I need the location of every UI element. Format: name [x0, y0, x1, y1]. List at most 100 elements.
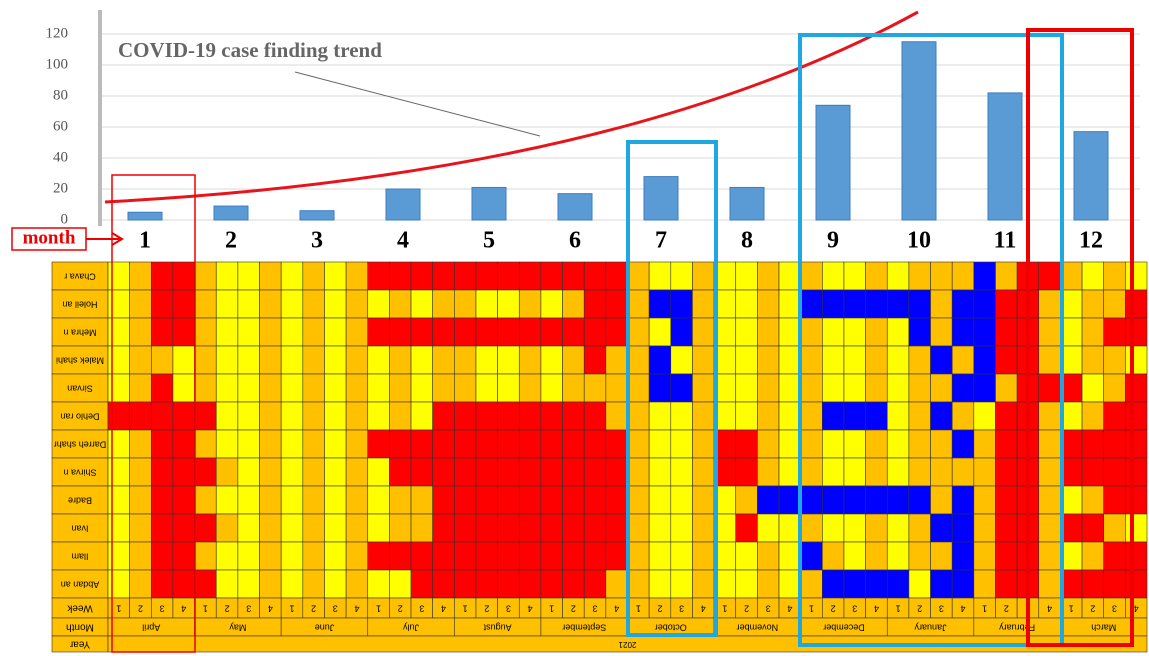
week-label: 2 — [398, 604, 403, 614]
heat-cell — [1081, 401, 1105, 431]
x-axis-label: month — [23, 227, 76, 248]
heat-cell — [800, 289, 823, 319]
y-tick-label: 20 — [53, 180, 68, 196]
heat-cell — [583, 485, 607, 515]
heat-cell — [973, 289, 996, 319]
heat-cell — [822, 457, 845, 487]
heat-cell — [562, 541, 585, 571]
heat-cell — [843, 429, 866, 459]
y-tick-label: 100 — [46, 56, 69, 72]
heat-cell — [410, 401, 433, 431]
heat-cell — [1038, 289, 1061, 319]
heat-cell — [843, 569, 866, 599]
heat-cell — [345, 373, 369, 403]
heat-cell — [908, 485, 931, 515]
heat-cell — [237, 373, 260, 403]
heat-cell — [389, 457, 412, 487]
heat-cell — [129, 541, 152, 571]
month-label: February — [999, 623, 1036, 633]
red-box — [1026, 28, 1134, 647]
heat-cell — [670, 317, 693, 347]
heat-cell — [692, 541, 715, 571]
week-label: 1 — [463, 604, 468, 614]
heat-cell — [497, 401, 520, 431]
heat-cell — [865, 261, 888, 291]
heat-cell — [735, 569, 758, 599]
heat-cell — [995, 429, 1018, 459]
heat-cell — [475, 317, 498, 347]
heat-cell — [107, 541, 130, 571]
heat-cell — [648, 345, 672, 375]
heat-cell — [692, 457, 715, 487]
arrow — [86, 232, 124, 246]
month-label: June — [315, 623, 335, 633]
bar — [213, 205, 249, 221]
heat-cell — [302, 457, 325, 487]
heat-cell — [540, 289, 563, 319]
heat-cell — [648, 429, 672, 459]
heat-cell — [908, 541, 931, 571]
week-label: 1 — [982, 604, 987, 614]
week-label: 3 — [593, 604, 598, 614]
heat-cell — [1081, 261, 1105, 291]
heat-cell — [475, 261, 498, 291]
heat-cell — [194, 401, 217, 431]
heat-cell — [973, 373, 996, 403]
heat-cell — [1038, 541, 1061, 571]
heat-cell — [778, 541, 801, 571]
heat-cell — [757, 289, 780, 319]
heat-cell — [280, 317, 304, 347]
heat-cell — [215, 373, 239, 403]
heat-cell — [540, 485, 563, 515]
heat-cell — [843, 261, 866, 291]
row-label: Dehlo ran — [60, 412, 99, 422]
heat-cell — [778, 401, 801, 431]
week-label: 1 — [376, 604, 381, 614]
heat-cell — [518, 569, 542, 599]
week-label: 1 — [896, 604, 901, 614]
week-label: 4 — [528, 604, 533, 614]
heat-cell — [930, 289, 953, 319]
heat-cell — [215, 289, 239, 319]
heat-cell — [951, 345, 975, 375]
heat-cell — [497, 345, 520, 375]
heat-cell — [800, 457, 823, 487]
heat-cell — [150, 541, 174, 571]
heat-cell — [692, 485, 715, 515]
heat-cell — [432, 569, 455, 599]
heat-cell — [107, 513, 130, 543]
heat-cell — [973, 317, 996, 347]
heat-cell — [389, 401, 412, 431]
heat-cell — [107, 289, 130, 319]
heat-cell — [778, 429, 801, 459]
heat-cell — [497, 373, 520, 403]
heat-cell — [951, 513, 975, 543]
heat-cell — [172, 569, 195, 599]
heat-cell — [648, 457, 672, 487]
heat-cell — [129, 261, 152, 291]
heat-cell — [627, 457, 650, 487]
week-label: 4 — [701, 604, 706, 614]
heat-cell — [518, 373, 542, 403]
heat-cell — [150, 289, 174, 319]
heat-cell — [1038, 485, 1061, 515]
month-label: November — [737, 623, 779, 633]
heat-cell — [150, 513, 174, 543]
heat-cell — [410, 261, 433, 291]
row-label: Ivan — [71, 524, 88, 534]
heat-cell — [562, 401, 585, 431]
heat-cell — [1081, 485, 1105, 515]
heat-cell — [1038, 513, 1061, 543]
heat-cell — [605, 485, 628, 515]
heat-cell — [757, 261, 780, 291]
heat-cell — [259, 373, 282, 403]
heat-cell — [843, 457, 866, 487]
heat-cell — [562, 457, 585, 487]
heat-cell — [627, 513, 650, 543]
heat-cell — [259, 485, 282, 515]
heat-cell — [345, 541, 369, 571]
heat-cell — [605, 317, 628, 347]
bar — [901, 41, 937, 221]
heat-cell — [150, 261, 174, 291]
month-label: December — [823, 623, 865, 633]
